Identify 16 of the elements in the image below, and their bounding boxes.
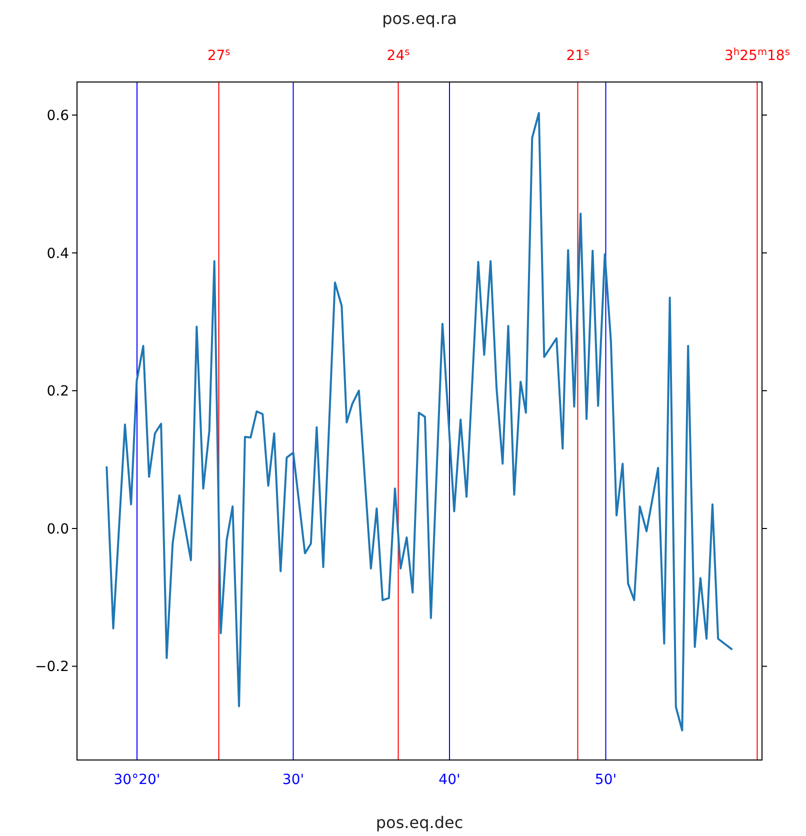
x-tick-label: 50': [594, 772, 617, 788]
x-tick-label: 30': [282, 772, 304, 788]
x-tick-label: 30°20': [114, 772, 160, 788]
x2-axis-title: pos.eq.ra: [382, 9, 457, 28]
y-tick-label: 0.2: [46, 384, 69, 400]
y-tick-label: 0.4: [46, 246, 70, 262]
y-tick-label: −0.2: [35, 659, 69, 676]
line-series: [106, 112, 733, 732]
x2-tick-label: 3$^{h}$25$^{m}$18$^{s}$: [724, 46, 790, 64]
y-tick-label: 0.0: [46, 521, 69, 538]
x-tick-label: 40': [438, 772, 460, 788]
x-axis-title: pos.eq.dec: [376, 813, 464, 832]
x2-tick-label: 24$^{s}$: [386, 46, 410, 64]
x2-tick-label: 21$^{s}$: [566, 46, 590, 64]
x2-tick-label: 27$^{s}$: [207, 46, 230, 64]
y-tick-label: 0.6: [46, 108, 70, 124]
